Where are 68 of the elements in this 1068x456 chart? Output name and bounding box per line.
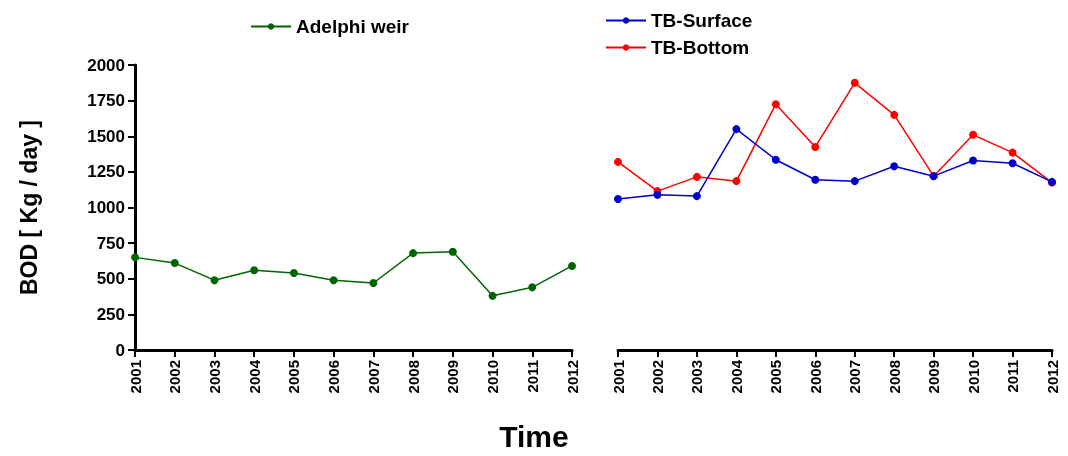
point (692, 192, 701, 201)
x-tick-label: 2006 (325, 360, 343, 394)
x-tick-label: 2008 (404, 360, 422, 394)
point (890, 110, 899, 119)
y-tick-label: 1250 (87, 162, 125, 182)
y-tick-label: 1000 (87, 198, 125, 217)
x-tick-label: 2008 (885, 360, 903, 394)
y-tick-label: 1750 (87, 91, 125, 111)
point (210, 276, 219, 285)
point (732, 177, 741, 186)
x-tick-label: 2004 (727, 359, 745, 394)
point (692, 172, 701, 181)
y-tick-label: 2000 (87, 55, 125, 75)
y-tick-label: 500 (96, 269, 125, 289)
x-tick-label: 2005 (285, 360, 303, 394)
point (850, 177, 859, 186)
point (289, 269, 298, 278)
point (568, 261, 576, 270)
x-tick-label: 2012 (1043, 360, 1061, 394)
legend-label: TB-Surface (651, 10, 753, 31)
x-tick-label: 2003 (688, 360, 706, 394)
point (614, 194, 622, 203)
x-tick-label: 2002 (648, 360, 666, 394)
x-tick-label: 2003 (205, 360, 223, 394)
point (969, 130, 978, 139)
x-axis-title: Time (498, 420, 570, 454)
point (614, 157, 622, 166)
legend-label: TB-Bottom (651, 37, 750, 58)
x-tick-label: 2011 (1004, 360, 1022, 393)
point (409, 249, 418, 258)
x-tick-label: 2002 (166, 360, 184, 394)
point (890, 162, 899, 171)
point (488, 291, 497, 300)
y-tick-label: 0 (115, 340, 125, 360)
x-tick-label: 2009 (925, 360, 943, 394)
point (1008, 159, 1017, 168)
point (170, 259, 179, 268)
point (811, 175, 820, 184)
y-tick-label: 1500 (87, 126, 125, 146)
point (811, 142, 820, 151)
point (528, 283, 537, 292)
y-tick-label: 750 (96, 233, 125, 253)
point (329, 276, 338, 285)
x-tick-label: 2005 (767, 360, 785, 394)
point (131, 253, 139, 262)
x-tick-label: 2010 (964, 360, 982, 394)
y-tick-label: 250 (96, 304, 125, 324)
x-tick-label: 2006 (806, 360, 824, 394)
point (448, 247, 457, 256)
x-tick-label: 2011 (523, 360, 541, 393)
legend-label: Adelphi weir (296, 16, 410, 37)
x-tick-label: 2004 (245, 359, 263, 394)
x-tick-label: 2007 (364, 360, 382, 394)
x-tick-label: 2007 (846, 360, 864, 394)
x-tick-label: 2010 (484, 360, 502, 394)
x-tick-label: 2001 (126, 360, 144, 394)
point (771, 155, 780, 164)
point (732, 125, 741, 134)
x-tick-label: 2001 (609, 360, 627, 394)
point (1008, 148, 1017, 157)
x-tick-label: 2012 (563, 360, 581, 394)
y-axis-title: BOD [ Kg / day ] (15, 119, 42, 296)
point (369, 279, 378, 288)
point (771, 100, 780, 109)
x-tick-label: 2009 (444, 360, 462, 394)
point (850, 78, 859, 87)
point (969, 156, 978, 165)
point (250, 266, 259, 275)
